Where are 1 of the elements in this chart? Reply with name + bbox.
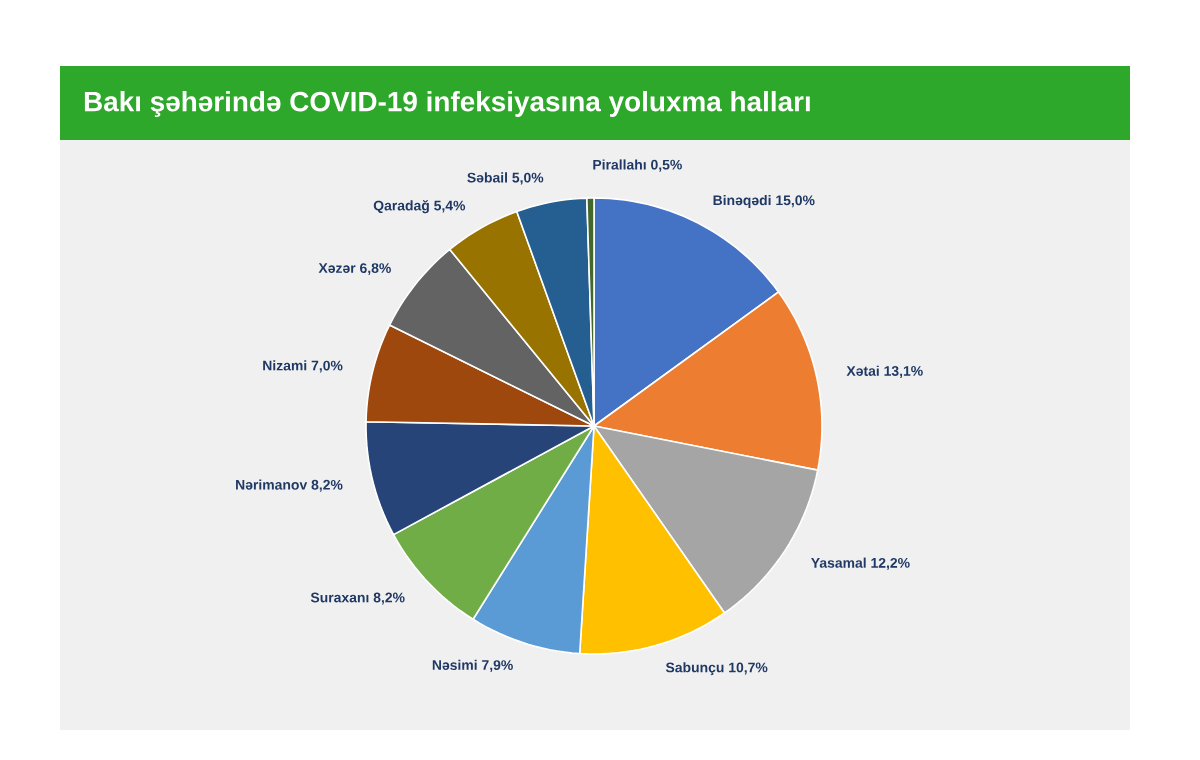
chart-title: Bakı şəhərində COVID-19 infeksiyasına yoluxma halları [84,90,810,117]
